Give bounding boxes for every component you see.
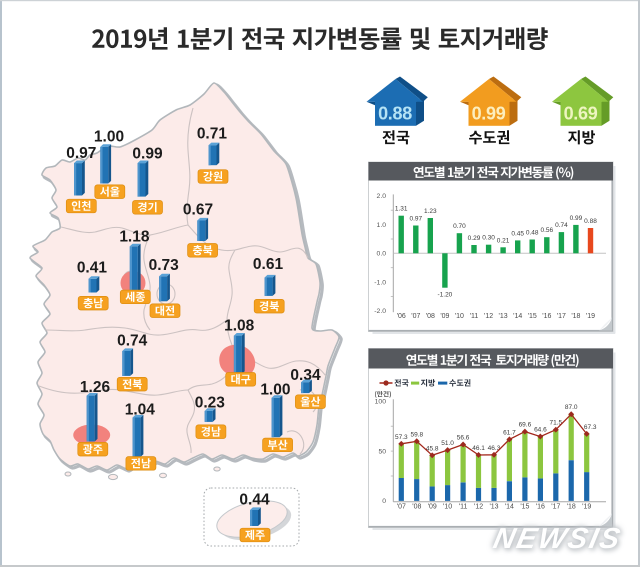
svg-text:59.8: 59.8	[410, 431, 423, 438]
svg-text:57.3: 57.3	[395, 434, 408, 441]
svg-text:'17: '17	[551, 503, 560, 510]
svg-text:'17: '17	[557, 313, 566, 320]
svg-text:69.6: 69.6	[519, 422, 532, 429]
svg-text:0.56: 0.56	[540, 227, 553, 234]
svg-text:0.99: 0.99	[472, 103, 506, 123]
svg-text:0.67: 0.67	[183, 202, 213, 219]
svg-text:87.0: 87.0	[565, 404, 578, 411]
svg-text:0.97: 0.97	[409, 216, 422, 223]
svg-text:0.88: 0.88	[584, 218, 597, 225]
svg-text:'19: '19	[582, 503, 591, 510]
svg-text:0.29: 0.29	[468, 235, 481, 242]
svg-text:0.74: 0.74	[555, 222, 568, 229]
svg-text:1.00: 1.00	[260, 382, 290, 399]
svg-text:1.0: 1.0	[377, 222, 387, 229]
svg-text:1.00: 1.00	[94, 129, 124, 146]
svg-text:1.31: 1.31	[395, 206, 408, 213]
svg-text:'14: '14	[505, 503, 514, 510]
svg-text:0.23: 0.23	[195, 395, 226, 412]
svg-text:1.26: 1.26	[80, 379, 111, 396]
svg-text:100: 100	[375, 399, 387, 406]
svg-text:'06: '06	[397, 313, 406, 320]
svg-text:67.3: 67.3	[584, 424, 597, 431]
svg-text:0.88: 0.88	[378, 103, 412, 123]
svg-text:1.23: 1.23	[424, 208, 437, 215]
svg-text:'11: '11	[459, 503, 468, 510]
svg-text:1.08: 1.08	[224, 318, 255, 335]
svg-text:0.69: 0.69	[564, 103, 598, 123]
svg-text:NEWSIS: NEWSIS	[491, 522, 625, 555]
svg-text:-1.20: -1.20	[437, 292, 452, 299]
svg-text:56.6: 56.6	[457, 435, 470, 442]
svg-text:'08: '08	[412, 503, 421, 510]
svg-text:'13: '13	[489, 503, 498, 510]
svg-text:0.41: 0.41	[77, 260, 108, 277]
svg-text:'08: '08	[426, 313, 435, 320]
svg-text:'16: '16	[542, 313, 551, 320]
svg-text:64.6: 64.6	[534, 427, 547, 434]
svg-text:'16: '16	[536, 503, 545, 510]
svg-text:0.44: 0.44	[239, 492, 270, 509]
svg-text:'15: '15	[520, 503, 529, 510]
svg-text:'11: '11	[470, 313, 479, 320]
svg-text:0.21: 0.21	[497, 237, 510, 244]
svg-text:0: 0	[382, 498, 386, 505]
svg-text:'18: '18	[567, 503, 576, 510]
svg-text:'09: '09	[440, 313, 449, 320]
svg-text:'07: '07	[411, 313, 420, 320]
svg-text:0.0: 0.0	[377, 251, 387, 258]
svg-text:'18: '18	[571, 313, 580, 320]
svg-text:0.61: 0.61	[253, 256, 284, 273]
svg-text:'07: '07	[397, 503, 406, 510]
svg-text:-2.0: -2.0	[374, 308, 386, 315]
svg-text:0.45: 0.45	[511, 230, 524, 237]
svg-text:0.48: 0.48	[526, 230, 539, 237]
svg-text:2.0: 2.0	[377, 193, 387, 200]
svg-text:'10: '10	[455, 313, 464, 320]
svg-text:'14: '14	[513, 313, 522, 320]
svg-text:'09: '09	[428, 503, 437, 510]
svg-text:0.99: 0.99	[570, 215, 583, 222]
svg-text:0.71: 0.71	[197, 126, 228, 143]
svg-text:0.99: 0.99	[132, 146, 163, 163]
svg-text:1.04: 1.04	[125, 401, 156, 418]
svg-text:0.74: 0.74	[117, 333, 148, 350]
svg-text:0.30: 0.30	[482, 235, 495, 242]
svg-text:0.97: 0.97	[66, 145, 96, 162]
svg-text:0.34: 0.34	[290, 367, 321, 384]
svg-text:46.3: 46.3	[488, 445, 501, 452]
svg-text:'10: '10	[443, 503, 452, 510]
svg-text:'12: '12	[484, 313, 493, 320]
svg-text:0.73: 0.73	[149, 257, 180, 274]
svg-text:1.18: 1.18	[119, 228, 150, 245]
svg-text:51.0: 51.0	[441, 440, 454, 447]
svg-text:-1.0: -1.0	[374, 279, 386, 286]
svg-text:'19: '19	[586, 313, 595, 320]
svg-text:'13: '13	[499, 313, 508, 320]
svg-text:46.1: 46.1	[472, 445, 485, 452]
svg-text:0.70: 0.70	[453, 223, 466, 230]
svg-text:'15: '15	[528, 313, 537, 320]
svg-text:'12: '12	[474, 503, 483, 510]
svg-text:45.8: 45.8	[426, 445, 439, 452]
svg-text:61.7: 61.7	[503, 429, 516, 436]
svg-text:71.5: 71.5	[549, 420, 562, 427]
svg-text:50: 50	[378, 448, 386, 455]
